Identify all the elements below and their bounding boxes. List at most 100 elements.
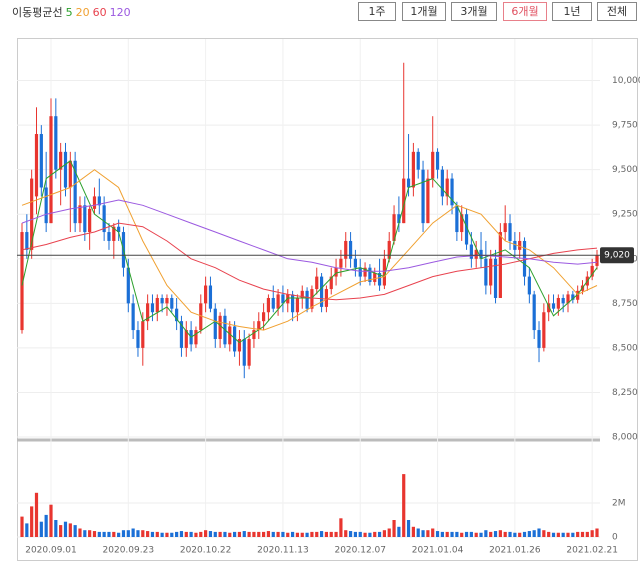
candle-body <box>257 321 261 331</box>
legend-entry: 60 <box>92 6 107 19</box>
volume-bar <box>150 531 155 537</box>
candle-body <box>537 330 541 348</box>
volume-bar <box>334 531 338 537</box>
candle-body <box>92 196 97 209</box>
volume-bar <box>363 532 367 537</box>
legend-entry: 5 <box>65 6 73 19</box>
x-tick-label: 2021.02.21 <box>566 546 618 556</box>
period-button[interactable]: 1년 <box>552 2 592 21</box>
candle-body <box>295 297 300 313</box>
volume-bar <box>431 528 435 537</box>
volume-bar <box>571 532 575 537</box>
volume-bar <box>242 531 246 537</box>
volume-bar <box>39 521 43 537</box>
candle-body <box>373 273 377 282</box>
candle-body <box>228 326 232 345</box>
candle-body <box>426 178 430 224</box>
volume-bar <box>348 531 353 537</box>
candle-body <box>416 151 420 170</box>
candle-body <box>252 330 256 339</box>
volume-bar <box>194 532 198 537</box>
volume-bar <box>126 530 130 537</box>
volume-bar <box>358 531 362 537</box>
candle-body <box>49 116 53 224</box>
volume-bar <box>20 516 24 537</box>
x-tick-label: 2020.12.07 <box>334 546 386 556</box>
volume-bar <box>213 531 217 537</box>
period-button[interactable]: 3개월 <box>451 2 497 21</box>
candle-body <box>334 267 338 277</box>
candle-body <box>165 297 169 304</box>
x-tick-label: 2020.09.23 <box>103 546 155 556</box>
volume-bar <box>542 530 546 537</box>
candle-body <box>44 187 48 224</box>
candle-body <box>20 232 24 331</box>
volume-bar <box>566 532 570 537</box>
candle-body <box>208 285 213 309</box>
volume-bar <box>382 530 386 537</box>
candle-body <box>39 134 43 188</box>
candle-body <box>358 267 362 277</box>
candle-body <box>117 226 121 233</box>
candle-body <box>141 321 145 348</box>
volume-bar <box>223 531 227 537</box>
volume-bar <box>252 531 256 537</box>
y-tick-label: 8,000 <box>612 433 638 443</box>
period-button[interactable]: 1주 <box>358 2 396 21</box>
x-tick-label: 2021.01.04 <box>412 546 464 556</box>
candle-body <box>218 315 222 339</box>
volume-bar <box>97 531 101 537</box>
candle-body <box>421 169 425 224</box>
candle-body <box>435 151 440 170</box>
candle-body <box>455 205 459 233</box>
volume-bar <box>585 531 589 537</box>
candle-body <box>107 232 111 241</box>
candle-body <box>493 258 498 298</box>
volume-bar <box>237 531 242 537</box>
volume-bar <box>261 531 266 537</box>
volume-bar <box>435 531 440 537</box>
volume-bar <box>474 532 478 537</box>
legend-title: 이동평균선 <box>12 6 63 19</box>
volume-bar <box>136 530 140 537</box>
candle-body <box>315 276 319 290</box>
period-button[interactable]: 6개월 <box>503 2 547 21</box>
volume-bar <box>247 531 251 537</box>
volume-bar <box>368 532 372 537</box>
candle-body <box>126 267 130 304</box>
volume-bar <box>508 531 512 537</box>
x-tick-label: 2020.11.13 <box>257 546 309 556</box>
candle-body <box>363 267 367 277</box>
moving-average-line <box>21 199 598 272</box>
candle-body <box>146 303 150 322</box>
candle-body <box>54 116 58 170</box>
y-tick-label: 9,750 <box>612 121 638 131</box>
volume-bar <box>503 531 507 537</box>
volume-bar <box>537 528 541 537</box>
candle-body <box>150 303 155 313</box>
volume-bar <box>440 531 444 537</box>
period-button[interactable]: 1개월 <box>402 2 446 21</box>
candle-body <box>450 178 454 206</box>
volume-bar <box>484 530 488 537</box>
candle-body <box>102 205 106 233</box>
volume-bar <box>527 531 531 537</box>
x-tick-label: 2021.01.26 <box>489 546 541 556</box>
volume-bar <box>580 531 585 537</box>
candle-body <box>431 151 435 179</box>
volume-bar <box>44 514 48 537</box>
volume-bar <box>469 531 473 537</box>
period-button[interactable]: 전체 <box>597 2 637 21</box>
candle-body <box>281 294 285 304</box>
volume-bar <box>92 531 97 537</box>
candle-body <box>136 330 140 348</box>
volume-bar <box>344 530 348 537</box>
candle-body <box>290 294 295 313</box>
candle-body <box>377 273 382 286</box>
y-tick-label: 8,750 <box>612 299 638 309</box>
volume-bar <box>63 521 68 537</box>
volume-bar <box>426 530 430 537</box>
candle-body <box>508 223 512 241</box>
